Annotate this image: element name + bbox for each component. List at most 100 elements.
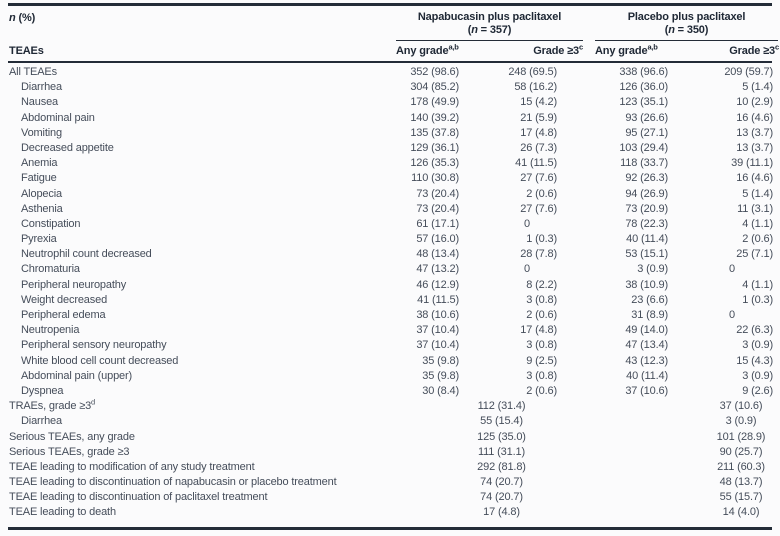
cell-value: 16 (4.6) [736, 111, 773, 124]
table-row: Nausea 178 (49.9) 15 (4.2) 123 (35.1) 10 (2.… [0, 95, 780, 110]
cell-value: 8 (2.2) [526, 278, 557, 291]
cell-value: 2 (0.6) [526, 309, 557, 321]
cell-value: 4 (1.1) [742, 217, 773, 230]
cell-value: 21 (5.9) [520, 111, 557, 124]
cell-value: 123 (35.1) [619, 96, 668, 109]
table-row: Serious TEAEs, any grade 125 (35.0) 101 (2… [0, 430, 780, 445]
n-value: = 357) [477, 24, 512, 36]
table-row: Diarrhea 304 (85.2) 58 (16.2) 126 (36.0) 5 (… [0, 80, 780, 95]
cell-value: 35 (9.8) [422, 369, 459, 382]
table-row: Pyrexia 57 (16.0) 1 (0.3) 40 (11.4) 2 (0.6) [0, 232, 780, 247]
cell-value: 2 (0.6) [526, 187, 557, 200]
cell-value: 338 (96.6) [619, 66, 668, 78]
n-variable: n [9, 12, 16, 24]
cell-value: 1 (0.3) [742, 293, 773, 306]
cell-value: 37 (10.4) [416, 324, 459, 337]
cell-value: 17 (4.8) [520, 324, 557, 337]
cell-value: 37 (10.6) [625, 384, 668, 397]
n-value: = 350) [674, 24, 709, 36]
table-row: White blood cell count decreased 35 (9.8)… [0, 354, 780, 369]
row-label: Diarrhea [21, 81, 62, 94]
footnote-marker: a,b [448, 42, 459, 52]
table-row: Weight decreased 41 (11.5) 3 (0.8) 23 (6.6)… [0, 293, 780, 308]
cell-value: 11 (3.1) [737, 202, 773, 215]
row-label: Peripheral neuropathy [21, 278, 127, 291]
group-title: Placebo plus paclitaxel [627, 11, 746, 23]
row-label: Neutrophil count decreased [21, 248, 152, 261]
table-row: Fatigue 110 (30.8) 27 (7.6) 92 (26.3) 16 (4.… [0, 171, 780, 186]
cell-value: 61 (17.1) [416, 217, 459, 230]
cell-value: 4 (1.1) [742, 278, 773, 291]
col-header-grade3: Grade ≥3c [729, 43, 779, 58]
cell-value: 58 (16.2) [514, 81, 557, 94]
col-label: Grade ≥3 [533, 45, 580, 57]
cell-value: 3 (0.9) [742, 369, 773, 382]
footnote-marker: c [579, 42, 583, 52]
row-label: TEAE leading to discontinuation of napab… [9, 476, 337, 489]
cell-value: 3 (0.9) [742, 339, 773, 352]
cell-value: 129 (36.1) [410, 141, 459, 154]
row-label: All TEAEs [9, 66, 57, 78]
cell-value: 74 (20.7) [480, 476, 523, 489]
table-row: Neutrophil count decreased 48 (13.4) 28 (7… [0, 247, 780, 262]
cell-value: 94 (26.9) [625, 187, 668, 200]
cell-value: 55 (15.7) [719, 491, 763, 504]
table-row: Abdominal pain 140 (39.2) 21 (5.9) 93 (26.6… [0, 111, 780, 126]
row-label: Decreased appetite [21, 141, 114, 154]
table-row: Peripheral sensory neuropathy 37 (10.4) 3 … [0, 338, 780, 353]
cell-value: 3 (0.8) [526, 369, 557, 382]
group-header-napabucasin: Napabucasin plus paclitaxel (n = 357) [396, 11, 583, 41]
table-row: Diarrhea 55 (15.4) 3 (0.9) [0, 414, 780, 429]
cell-value: 352 (98.6) [410, 66, 459, 78]
cell-value: 118 (33.7) [620, 157, 668, 170]
col-header-grade3: Grade ≥3c [533, 42, 583, 58]
row-label: Alopecia [21, 187, 62, 200]
group-n-count: (n = 357) [396, 24, 583, 41]
cell-value: 39 (11.1) [731, 157, 773, 170]
row-label: Abdominal pain (upper) [21, 369, 133, 382]
table-row: Anemia 126 (35.3) 41 (11.5) 118 (33.7) 39 (1… [0, 156, 780, 171]
group-n-count: (n = 350) [595, 24, 778, 41]
cell-value: 17 (4.8) [483, 506, 520, 519]
cell-value: 304 (85.2) [410, 81, 459, 94]
cell-value: 3 (0.8) [526, 339, 557, 352]
cell-value: 78 (22.3) [625, 217, 668, 230]
cell-value: 95 (27.1) [625, 126, 668, 139]
table-row: Dyspnea 30 (8.4) 2 (0.6) 37 (10.6) 9 (2.6) [0, 384, 780, 399]
col-label: Any grade [595, 45, 648, 57]
cell-value: 46 (12.9) [416, 278, 459, 291]
cell-value: 112 (31.4) [477, 400, 526, 413]
cell-value: 126 (36.0) [619, 81, 668, 94]
cell-value: 40 (11.4) [626, 369, 668, 382]
cell-value: 9 (2.5) [526, 354, 557, 367]
cell-value: 73 (20.4) [416, 202, 459, 215]
table-row: Decreased appetite 129 (36.1) 26 (7.3) 103 … [0, 141, 780, 156]
cell-value: 23 (6.6) [631, 293, 668, 306]
table-row: Alopecia 73 (20.4) 2 (0.6) 94 (26.9) 5 (1.4) [0, 187, 780, 202]
table-row: TEAE leading to death 17 (4.8) 14 (4.0) [0, 505, 780, 520]
table-bottom-rule [8, 527, 772, 530]
cell-value: 74 (20.7) [480, 491, 523, 504]
row-label: Constipation [21, 217, 81, 230]
paren: ( [467, 24, 472, 36]
corner-header-teaes: TEAEs [9, 45, 44, 57]
cell-value: 9 (2.6) [742, 384, 773, 397]
row-label: Weight decreased [21, 293, 108, 306]
cell-value: 5 (1.4) [742, 187, 773, 200]
cell-value: 15 (4.2) [520, 96, 557, 109]
group-title: Napabucasin plus paclitaxel [417, 11, 562, 23]
row-label: TRAEs, grade ≥3d [9, 397, 96, 413]
cell-value: 2 (0.6) [742, 233, 773, 246]
cell-value: 28 (7.8) [520, 248, 557, 261]
cell-value: 248 (69.5) [508, 66, 557, 78]
table-row: Vomiting 135 (37.8) 17 (4.8) 95 (27.1) 13 (3… [0, 126, 780, 141]
cell-value: 209 (59.7) [724, 66, 773, 78]
cell-value: 26 (7.3) [520, 141, 557, 154]
cell-value: 16 (4.6) [736, 172, 773, 185]
cell-value: 47 (13.2) [416, 263, 459, 276]
row-label: Anemia [21, 157, 58, 170]
row-label: Neutropenia [21, 324, 80, 337]
cell-value: 48 (13.4) [416, 248, 459, 261]
table-row: All TEAEs 352 (98.6) 248 (69.5) 338 (96.6) 2… [0, 65, 780, 80]
table-top-rule [8, 3, 772, 6]
